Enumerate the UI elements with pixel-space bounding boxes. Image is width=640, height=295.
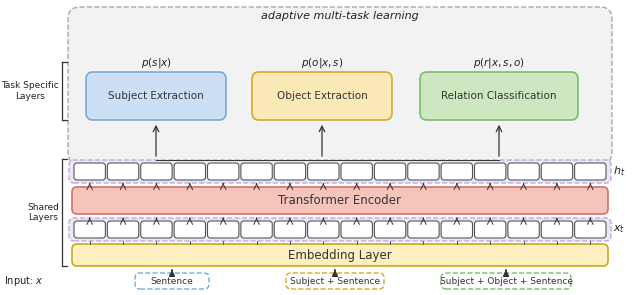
- FancyBboxPatch shape: [308, 221, 339, 238]
- Text: Subject Extraction: Subject Extraction: [108, 91, 204, 101]
- FancyBboxPatch shape: [241, 163, 272, 180]
- FancyBboxPatch shape: [86, 72, 226, 120]
- FancyBboxPatch shape: [174, 163, 205, 180]
- Text: $p(s|x)$: $p(s|x)$: [141, 56, 172, 70]
- Text: $p(r|x, s, o)$: $p(r|x, s, o)$: [473, 56, 525, 70]
- FancyBboxPatch shape: [108, 163, 139, 180]
- FancyBboxPatch shape: [74, 221, 106, 238]
- Text: Embedding Layer: Embedding Layer: [288, 248, 392, 261]
- FancyBboxPatch shape: [341, 221, 372, 238]
- FancyBboxPatch shape: [141, 163, 172, 180]
- FancyBboxPatch shape: [408, 163, 439, 180]
- FancyBboxPatch shape: [72, 187, 608, 214]
- FancyBboxPatch shape: [252, 72, 392, 120]
- FancyBboxPatch shape: [69, 160, 611, 183]
- FancyBboxPatch shape: [441, 163, 472, 180]
- FancyBboxPatch shape: [508, 163, 540, 180]
- Text: adaptive multi-task learning: adaptive multi-task learning: [261, 11, 419, 21]
- Text: $p(o|x, s)$: $p(o|x, s)$: [301, 56, 343, 70]
- Text: Sentence: Sentence: [150, 276, 193, 286]
- FancyBboxPatch shape: [74, 163, 106, 180]
- FancyBboxPatch shape: [541, 163, 573, 180]
- Text: $h_t$: $h_t$: [613, 165, 625, 178]
- FancyBboxPatch shape: [441, 273, 571, 289]
- Text: Relation Classification: Relation Classification: [441, 91, 557, 101]
- FancyBboxPatch shape: [69, 218, 611, 241]
- FancyBboxPatch shape: [474, 163, 506, 180]
- FancyBboxPatch shape: [308, 163, 339, 180]
- FancyBboxPatch shape: [441, 221, 472, 238]
- FancyBboxPatch shape: [108, 221, 139, 238]
- FancyBboxPatch shape: [575, 163, 606, 180]
- Text: Object Extraction: Object Extraction: [276, 91, 367, 101]
- FancyBboxPatch shape: [508, 221, 540, 238]
- FancyBboxPatch shape: [541, 221, 573, 238]
- Text: Input: $x$: Input: $x$: [4, 274, 44, 288]
- FancyBboxPatch shape: [174, 221, 205, 238]
- FancyBboxPatch shape: [275, 221, 306, 238]
- FancyBboxPatch shape: [286, 273, 384, 289]
- FancyBboxPatch shape: [408, 221, 439, 238]
- FancyBboxPatch shape: [207, 221, 239, 238]
- FancyBboxPatch shape: [141, 221, 172, 238]
- FancyBboxPatch shape: [275, 163, 306, 180]
- FancyBboxPatch shape: [72, 244, 608, 266]
- FancyBboxPatch shape: [420, 72, 578, 120]
- FancyBboxPatch shape: [341, 163, 372, 180]
- Text: Task Specific
Layers: Task Specific Layers: [1, 81, 59, 101]
- Text: Shared
Layers: Shared Layers: [27, 203, 59, 222]
- Text: Subject + Sentence: Subject + Sentence: [290, 276, 380, 286]
- FancyBboxPatch shape: [241, 221, 272, 238]
- FancyBboxPatch shape: [374, 221, 406, 238]
- FancyBboxPatch shape: [207, 163, 239, 180]
- FancyBboxPatch shape: [575, 221, 606, 238]
- FancyBboxPatch shape: [474, 221, 506, 238]
- FancyBboxPatch shape: [68, 7, 612, 164]
- Text: Subject + Object + Sentence: Subject + Object + Sentence: [440, 276, 573, 286]
- FancyBboxPatch shape: [135, 273, 209, 289]
- Text: Transformer Encoder: Transformer Encoder: [278, 194, 401, 207]
- Text: $x_t$: $x_t$: [613, 224, 625, 235]
- FancyBboxPatch shape: [374, 163, 406, 180]
